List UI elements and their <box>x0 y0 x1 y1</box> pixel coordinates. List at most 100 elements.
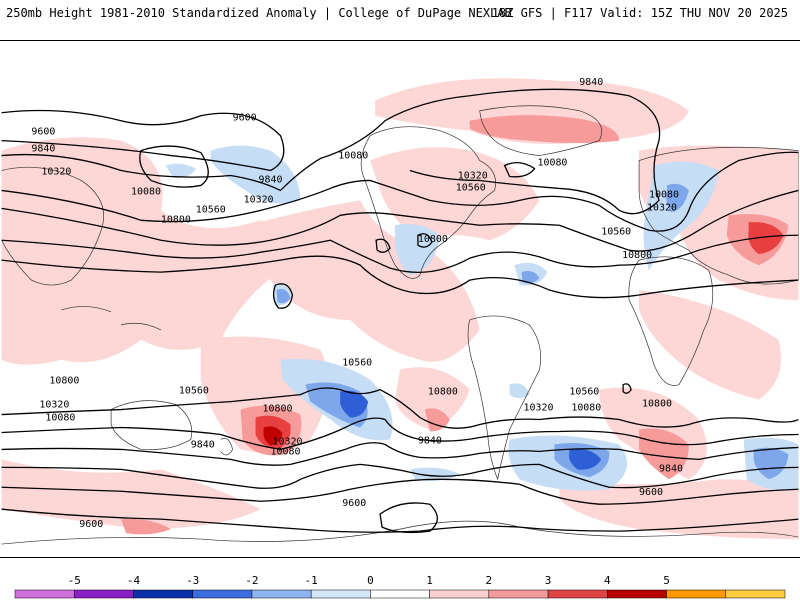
contour-label: 10320 <box>647 202 677 213</box>
anomaly-neg3-south-atlantic-core <box>569 448 602 470</box>
contour-10560-south <box>1 417 799 451</box>
contour-loop-antarctic-center <box>379 502 438 534</box>
map-title: 250mb Height 1981-2010 Standardized Anom… <box>6 6 512 20</box>
contour-label: 10080 <box>571 403 601 414</box>
contour-10320-south <box>1 442 799 466</box>
coast-australia <box>110 400 193 451</box>
contour-10080-south <box>1 463 799 489</box>
anomaly-neg-alaska-small <box>165 163 196 178</box>
contour-label: 10800 <box>263 404 293 415</box>
contour-small-loop-pacific <box>272 283 294 309</box>
contour-label: 9600 <box>233 113 257 124</box>
colorbar-swatch <box>725 589 786 599</box>
contour-label: 10080 <box>537 158 567 169</box>
contour-label: 10080 <box>131 186 161 197</box>
anomaly-pos-central-pacific <box>230 200 480 362</box>
colorbar-tick-label: -4 <box>127 574 141 587</box>
coast-greenland <box>479 105 603 156</box>
anomaly-neg2-central-pacific <box>276 289 291 304</box>
colorbar-swatch <box>251 589 312 599</box>
anomaly-neg2-europe <box>666 183 689 213</box>
contour-label: 10560 <box>196 204 226 215</box>
colorbar-swatch <box>14 589 75 599</box>
colorbar-swatch <box>310 589 371 599</box>
colorbar-swatches <box>14 589 786 599</box>
coast-south-america <box>467 315 542 481</box>
anomaly-pos2-antarctic <box>121 518 171 535</box>
colorbar-swatch <box>607 589 667 599</box>
contour-label: 9600 <box>342 498 366 509</box>
contour-label: 10560 <box>456 182 486 193</box>
coast-new-zealand <box>220 437 234 456</box>
colorbar-swatch <box>547 589 608 599</box>
anomaly-neg-south-america-small <box>509 383 530 399</box>
contour-label: 10320 <box>524 403 554 414</box>
contour-label: 10560 <box>569 387 599 398</box>
contour-label: 10800 <box>49 376 79 387</box>
contour-9600-south <box>1 508 799 533</box>
contour-label: 10080 <box>338 151 368 162</box>
colorbar-tick-label: 5 <box>663 574 670 587</box>
colorbar-swatch <box>429 589 490 599</box>
colorbar-tick-label: 2 <box>486 574 493 587</box>
anomaly-pos3-siberia-core <box>748 222 784 255</box>
contour-label: 10560 <box>342 358 372 369</box>
contour-label: 10320 <box>39 400 69 411</box>
coast-asia-west-edge <box>1 166 104 286</box>
contour-small-loop-west-us <box>417 233 433 248</box>
contour-10800-south <box>1 387 799 429</box>
contour-label: 10800 <box>428 387 458 398</box>
anomaly-neg-antarctic-small <box>409 467 460 481</box>
anomaly-pos2-arctic <box>469 115 620 144</box>
anomaly-pos-arctic-north-america <box>375 78 689 144</box>
colorbar-tick-label: -5 <box>68 574 81 587</box>
contour-label: 10080 <box>271 446 301 457</box>
colorbar-swatch <box>370 589 430 599</box>
contour-label: 9840 <box>191 439 215 450</box>
colorbar-tick-label: -1 <box>305 574 318 587</box>
colorbar-swatch <box>133 589 193 599</box>
contour-label: 10080 <box>649 189 679 200</box>
contour-9840-south <box>1 478 799 505</box>
colorbar-tick-label: -2 <box>245 574 258 587</box>
contour-small-loop-canada <box>503 162 536 178</box>
contour-small-loop-atlantic <box>622 383 632 394</box>
anomaly-neg2-south-indian <box>753 447 789 480</box>
coastlines <box>1 105 799 545</box>
anomaly-neg-europe <box>643 161 719 271</box>
colorbar-swatch <box>666 589 727 599</box>
contour-label: 10800 <box>161 214 191 225</box>
colorbar-swatch <box>192 589 253 599</box>
anomaly-colorbar: -5 -4 -3 -2 -1 0 1 2 3 4 5 <box>14 574 786 599</box>
anomaly-pos2-south-america <box>424 408 450 432</box>
contour-10560-north <box>1 234 799 273</box>
anomaly-pos-south-america-east <box>395 367 470 430</box>
colorbar-tick-label: 3 <box>545 574 552 587</box>
contour-label: 10800 <box>642 399 672 410</box>
contour-9840-loop-pacific <box>139 145 209 188</box>
contour-label: 10560 <box>601 226 631 237</box>
anomaly-pos4-south-pacific-peak <box>263 426 283 446</box>
contour-9840-north-a <box>1 88 661 215</box>
contour-10080-north <box>1 151 799 232</box>
contour-label: 9840 <box>579 77 603 88</box>
contour-label: 10800 <box>622 250 652 261</box>
contour-small-loop-sw-us <box>375 238 391 253</box>
contour-label: 9840 <box>418 435 442 446</box>
coast-eurasia <box>638 146 799 285</box>
contour-label: 10560 <box>179 386 209 397</box>
contour-10800-north <box>1 255 799 299</box>
coast-antarctica <box>1 520 799 545</box>
world-anomaly-map: 9840 9600 9600 9840 10320 10080 10560 10… <box>0 40 800 558</box>
colorbar-tick-labels: -5 -4 -3 -2 -1 0 1 2 3 4 5 <box>68 574 670 587</box>
coast-north-america <box>360 126 496 279</box>
contour-label: 9840 <box>259 174 283 185</box>
contour-label: 9600 <box>639 487 663 498</box>
contour-labels: 9840 9600 9600 9840 10320 10080 10560 10… <box>31 77 683 530</box>
contour-label: 10320 <box>244 194 274 205</box>
contour-label: 10320 <box>272 436 302 447</box>
anomaly-pos-indian-ocean <box>639 290 782 400</box>
contour-label: 10320 <box>458 170 488 181</box>
anomaly-pos-antarctic-band-west <box>1 459 261 530</box>
colorbar-tick-label: 0 <box>367 574 374 587</box>
